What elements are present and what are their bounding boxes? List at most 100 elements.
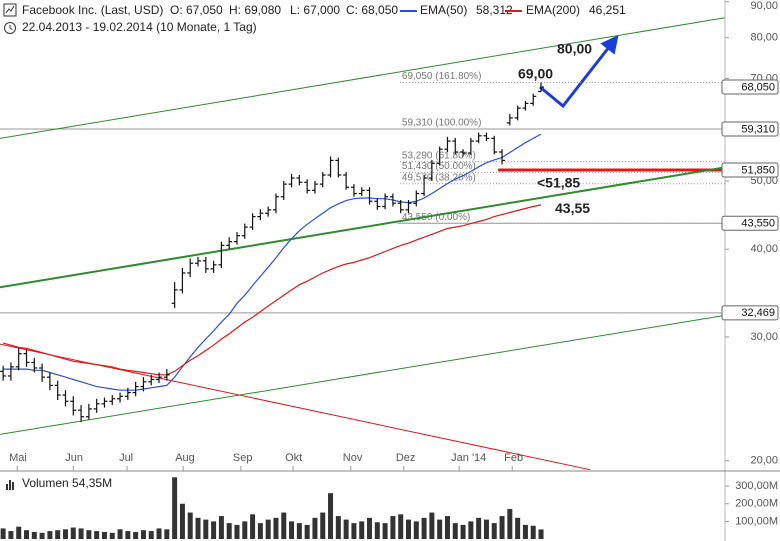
volume-bar bbox=[398, 514, 404, 539]
fib-label: 59,310 (100.00%) bbox=[402, 118, 482, 129]
volume-bar bbox=[515, 517, 521, 539]
volume-bar bbox=[250, 514, 256, 539]
fib-label: 69,050 (161.80%) bbox=[402, 71, 482, 82]
volume-bar bbox=[31, 531, 37, 539]
volume-bar bbox=[101, 531, 107, 539]
price-tag-box bbox=[721, 79, 779, 95]
volume-bar bbox=[273, 517, 279, 539]
volume-bar bbox=[328, 493, 334, 539]
volume-tick-label: 200,00M bbox=[735, 498, 778, 510]
volume-bar bbox=[156, 528, 162, 539]
volume-bar bbox=[437, 519, 443, 539]
price-tag-label: 32,469 bbox=[741, 307, 775, 319]
x-tick-label: Okt bbox=[285, 452, 302, 464]
volume-bar bbox=[179, 503, 185, 539]
y-tick-label: 40,00 bbox=[750, 243, 778, 255]
volume-bar bbox=[172, 477, 178, 539]
volume-bar bbox=[78, 528, 84, 539]
volume-bar bbox=[367, 517, 373, 539]
volume-bar bbox=[452, 523, 458, 539]
volume-bar bbox=[460, 524, 466, 539]
volume-label: Volumen 54,35M bbox=[22, 476, 112, 490]
trend-line bbox=[0, 314, 725, 435]
volume-bar bbox=[187, 512, 193, 539]
volume-bar bbox=[148, 531, 154, 539]
volume-bar bbox=[133, 531, 139, 539]
annotation: 69,00 bbox=[518, 65, 553, 81]
volume-tick-label: 100,00M bbox=[735, 515, 778, 527]
volume-bar bbox=[195, 517, 201, 539]
volume-bar bbox=[491, 523, 497, 539]
volume-bar bbox=[70, 527, 76, 539]
legend-label: EMA(200) bbox=[526, 3, 580, 17]
y-tick-label: 20,00 bbox=[750, 455, 778, 467]
annotation: 80,00 bbox=[557, 40, 592, 56]
volume-bar bbox=[62, 529, 68, 539]
volume-bar bbox=[203, 519, 209, 539]
price-tag-label: 59,310 bbox=[741, 123, 775, 135]
chart-title: Facebook Inc. (Last, USD) bbox=[22, 3, 163, 17]
volume-bar bbox=[265, 519, 271, 539]
volume-bar bbox=[476, 517, 482, 539]
ohlc-label: L: 67,000 bbox=[290, 3, 340, 17]
volume-legend-icon bbox=[6, 480, 14, 490]
y-tick-label: 90,00 bbox=[750, 0, 778, 12]
fib-label: 53,290 (61.80%) bbox=[402, 150, 476, 161]
x-tick-label: Jan '14 bbox=[451, 452, 486, 464]
volume-bar bbox=[507, 509, 513, 539]
volume-bar bbox=[226, 523, 232, 539]
price-tag-label: 68,050 bbox=[741, 81, 775, 93]
volume-bar bbox=[47, 531, 53, 539]
volume-bar bbox=[374, 522, 380, 539]
volume-bar bbox=[281, 512, 287, 539]
legend-label: EMA(50) bbox=[420, 3, 467, 17]
ohlc-label: H: 69,080 bbox=[229, 3, 281, 17]
price-tag-box bbox=[721, 121, 779, 137]
chart-subtitle: 22.04.2013 - 19.02.2014 (10 Monate, 1 Ta… bbox=[22, 20, 257, 34]
fib-label: 51,430 (50.00%) bbox=[402, 161, 476, 172]
volume-bar bbox=[125, 531, 131, 539]
x-tick-label: Nov bbox=[343, 452, 363, 464]
volume-bar bbox=[117, 529, 123, 539]
volume-bar bbox=[8, 531, 14, 539]
x-tick-label: Jul bbox=[119, 452, 133, 464]
volume-bar bbox=[296, 523, 302, 539]
y-tick-label: 80,00 bbox=[750, 32, 778, 44]
volume-bar bbox=[390, 516, 396, 539]
volume-bar bbox=[24, 530, 30, 539]
volume-bar bbox=[86, 530, 92, 539]
volume-bar bbox=[164, 529, 170, 539]
volume-bar bbox=[499, 516, 505, 539]
price-tag-label: 43,550 bbox=[741, 218, 775, 230]
price-tag-label: 51,850 bbox=[741, 164, 775, 176]
volume-bar bbox=[140, 530, 146, 539]
volume-bar bbox=[421, 517, 427, 539]
y-tick-label: 50,00 bbox=[750, 175, 778, 187]
volume-bar bbox=[39, 532, 45, 539]
volume-bar bbox=[257, 523, 263, 539]
x-tick-label: Mai bbox=[9, 452, 27, 464]
legend-value: 46,251 bbox=[589, 3, 626, 17]
volume-bar bbox=[211, 521, 217, 539]
volume-bar bbox=[304, 524, 310, 539]
volume-bar bbox=[359, 521, 365, 539]
ema-line bbox=[2, 204, 542, 376]
clock-icon bbox=[4, 22, 16, 34]
x-tick-label: Jun bbox=[65, 452, 83, 464]
volume-bar bbox=[483, 519, 489, 539]
volume-bar bbox=[55, 530, 61, 539]
volume-bar bbox=[468, 521, 474, 539]
x-tick-label: Aug bbox=[175, 452, 195, 464]
header: Facebook Inc. (Last, USD) O: 67,050 H: 6… bbox=[3, 3, 626, 34]
volume-bar bbox=[343, 519, 349, 539]
fib-label: 43,550 (0.00%) bbox=[402, 212, 470, 223]
volume-bar bbox=[351, 523, 357, 539]
volume-bar bbox=[413, 521, 419, 539]
fib-label: 49,570 (38.20%) bbox=[402, 172, 476, 183]
volume-bar bbox=[429, 512, 435, 539]
volume-bar bbox=[109, 532, 115, 539]
